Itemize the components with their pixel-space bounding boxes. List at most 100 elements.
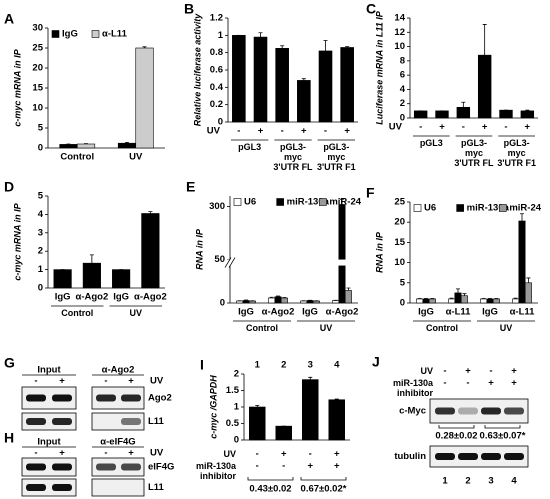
y-tick-label: 20: [394, 217, 405, 228]
x-tick-label: IgG: [238, 307, 254, 318]
panel-label: G: [4, 355, 15, 371]
x-tick-label: -: [324, 126, 327, 137]
error-bar: [89, 254, 94, 264]
group-label: pGL3-myc 3'UTR F1: [316, 142, 356, 172]
bar: [249, 406, 266, 441]
bar: [318, 50, 333, 123]
lane-number: 1: [442, 476, 448, 487]
x-tick-label: +: [439, 122, 445, 133]
blot-band: [458, 453, 478, 460]
blot-frame: [21, 386, 77, 410]
error-bar: [340, 198, 344, 205]
error-bar: [482, 24, 487, 56]
condition-sign: +: [465, 366, 471, 377]
group-label: pGL3-myc 3'UTR F1: [497, 138, 536, 168]
legend-label: miR-24: [509, 203, 541, 214]
error-bar: [346, 287, 351, 291]
blot-band: [26, 484, 46, 491]
bar: [416, 298, 424, 304]
y-tick-label: 14: [394, 13, 405, 24]
bar: [301, 379, 319, 441]
condition-sign: -: [256, 461, 259, 472]
x-tick-label: IgG: [482, 307, 498, 318]
y-tick-label: 5: [38, 191, 44, 202]
bar: [524, 282, 532, 304]
lane-sign: +: [59, 376, 65, 387]
y-tick-label: 1.5: [226, 385, 240, 396]
bar: [59, 144, 78, 149]
x-tick-label: IgG: [113, 292, 129, 303]
blot-row-label: c-Myc: [399, 406, 426, 417]
condition-sign: -: [466, 378, 469, 389]
blot-band: [481, 453, 501, 460]
bar: [297, 80, 311, 123]
error-bar: [456, 288, 460, 293]
bar: [141, 213, 160, 289]
panel-label: J: [372, 354, 380, 370]
x-tick-label: α-Ago2: [134, 292, 167, 303]
condition-sign: +: [307, 461, 313, 472]
x-tick-label: -: [504, 122, 507, 133]
error-bar: [255, 404, 260, 407]
blot-band: [504, 453, 524, 460]
y-tick-label: 0.5: [226, 418, 240, 429]
y-tick-label: 25: [394, 197, 405, 208]
x-tick-label: +: [482, 122, 488, 133]
panel-label: E: [186, 179, 195, 195]
blot-band: [26, 418, 46, 425]
bar: [492, 298, 500, 304]
y-tick-label: 10: [394, 257, 405, 268]
blot-band: [458, 407, 478, 415]
y-tick-label: 0.8: [210, 47, 223, 58]
y-tick-label: 12: [394, 27, 405, 38]
condition-sign: +: [334, 449, 340, 460]
legend-label: miR-24: [329, 197, 361, 208]
x-tick-label: UV: [129, 152, 143, 163]
legend-swatch: [91, 30, 100, 38]
lane-number: 4: [511, 476, 517, 487]
bar: [248, 300, 256, 304]
axis-break-mark: [224, 257, 236, 268]
legend-swatch: [456, 204, 464, 212]
y-tick-label: 20: [32, 63, 43, 74]
annotation: 0.43±0.02: [249, 484, 291, 495]
y-tick-label: 0: [234, 435, 239, 446]
y-tick-label: 15: [32, 83, 43, 94]
condition-sign: +: [488, 378, 494, 389]
condition-label: miR-130a inhibitor: [392, 378, 433, 398]
bar: [82, 262, 101, 289]
blot-header: α-eIF4G: [100, 437, 135, 448]
group-label: pGL3-myc 3'UTR FL: [454, 138, 494, 168]
bar: [512, 298, 520, 304]
lane-sign: -: [34, 448, 37, 459]
panel-label: H: [4, 430, 14, 446]
y-tick-label: 0: [38, 283, 43, 294]
y-tick-label: 1: [38, 264, 44, 275]
bar: [76, 143, 96, 149]
blot-frame: [91, 412, 145, 431]
blot-band: [26, 394, 46, 402]
group-label: pGL3-myc 3'UTR FL: [273, 142, 313, 172]
blot-row-label: tubulin: [394, 451, 426, 462]
bar: [518, 220, 526, 304]
legend-swatch: [276, 198, 284, 206]
error-bar: [513, 297, 518, 299]
y-tick-label: 4: [400, 84, 406, 95]
group-label: UV: [319, 323, 333, 333]
bar: [312, 300, 320, 304]
y-tick-label: 0: [400, 298, 405, 309]
condition-sign: +: [334, 461, 340, 472]
error-bar: [526, 277, 531, 283]
y-tick-label: 25: [32, 43, 43, 54]
x-tick-label: -: [462, 122, 465, 133]
y-tick-label: 50: [214, 254, 225, 265]
x-tick-label: α-L11: [446, 307, 472, 318]
error-bar: [301, 78, 306, 81]
group-label: Control: [61, 308, 94, 318]
blot-band: [121, 394, 141, 402]
annotation: 0.28±0.02: [435, 431, 477, 442]
annotation-bracket: [300, 477, 347, 481]
condition-sign: +: [511, 366, 517, 377]
error-bar: [520, 213, 524, 221]
